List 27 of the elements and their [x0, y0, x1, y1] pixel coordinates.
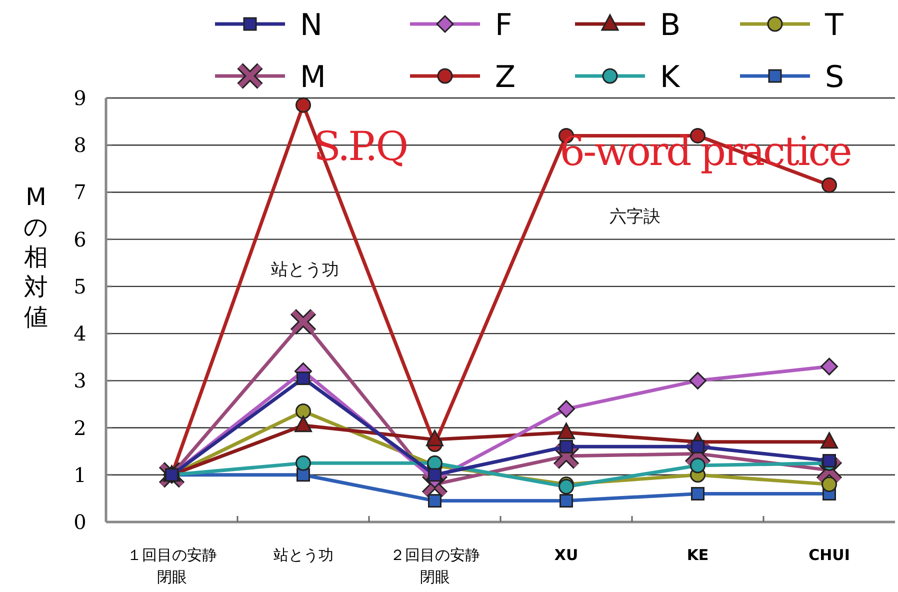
y-tick-label: 2: [74, 416, 86, 440]
x-tick-label: KE: [686, 546, 709, 564]
x-tick-label: 站とう功: [273, 546, 334, 564]
y-tick-label: 5: [74, 274, 86, 298]
legend-label: K: [660, 60, 681, 95]
x-tick-label: XU: [554, 546, 578, 564]
x-tick-label: ２回目の安静閉眼: [390, 546, 480, 586]
x-tick-label: １回目の安静閉眼: [126, 546, 217, 586]
y-tick-label: 1: [74, 462, 86, 487]
annotation: 六字訣: [610, 207, 660, 226]
y-tick-label: 7: [74, 180, 86, 204]
x-tick-label: CHUI: [808, 546, 850, 564]
legend-label: T: [824, 8, 844, 43]
legend-label: N: [300, 8, 322, 43]
y-tick-label: 6: [74, 227, 86, 252]
y-tick-label: 8: [74, 133, 86, 158]
legend-label: B: [660, 8, 681, 43]
y-tick-label: 4: [74, 322, 86, 346]
y-axis-title: Mの相対値: [24, 183, 48, 331]
legend-label: S: [825, 60, 844, 95]
y-tick-label: 3: [74, 368, 86, 393]
legend-label: Z: [495, 60, 516, 95]
y-tick-label: 0: [74, 510, 86, 534]
legend-label: F: [495, 8, 512, 43]
legend-label: M: [300, 60, 326, 95]
y-tick-label: 9: [74, 86, 86, 110]
annotation: 站とう功: [271, 260, 339, 279]
